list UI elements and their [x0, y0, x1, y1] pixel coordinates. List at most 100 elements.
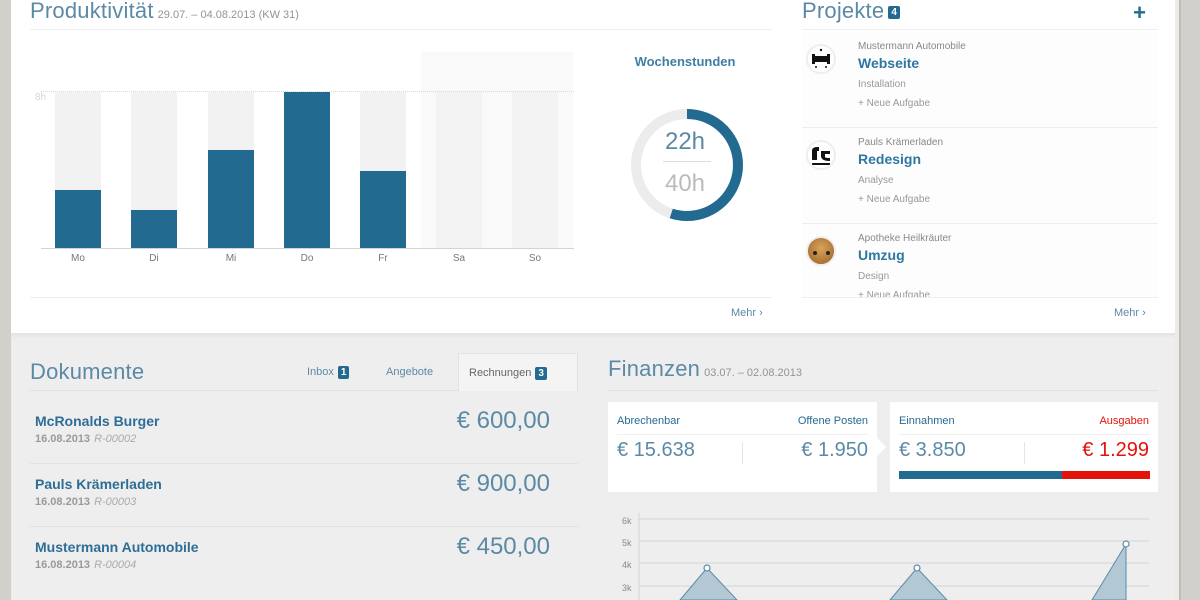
project-client: Mustermann Automobile — [858, 41, 966, 52]
svg-text:4k: 4k — [622, 560, 632, 570]
day-label: Mi — [225, 253, 237, 264]
document-row[interactable]: Pauls Krämerladen 16.08.2013 R-00003 € 90… — [30, 464, 578, 527]
bar-so[interactable] — [512, 92, 558, 248]
divider — [802, 297, 1158, 298]
x-axis — [41, 248, 574, 249]
bar-mo[interactable] — [55, 92, 101, 248]
finances-date-range: 03.07. – 02.08.2013 — [704, 367, 802, 379]
expense-label: Ausgaben — [1099, 415, 1149, 427]
project-phase: Analyse — [858, 175, 894, 186]
finances-header: Finanzen 03.07. – 02.08.2013 — [608, 356, 1158, 391]
document-date: 16.08.2013 R-00004 — [35, 559, 137, 571]
document-number: R-00004 — [94, 559, 137, 571]
client-logo — [806, 236, 836, 266]
tab-rechnungen[interactable]: Rechnungen 3 — [458, 353, 578, 391]
y-axis-label: 8h — [35, 92, 47, 103]
document-client[interactable]: Mustermann Automobile — [35, 539, 199, 555]
bar-di[interactable] — [131, 92, 177, 248]
income-expense-bar — [899, 471, 1150, 479]
expense-value: € 1.299 — [1082, 439, 1149, 461]
document-amount: € 600,00 — [456, 407, 550, 434]
income-bar-fill — [899, 471, 1063, 479]
tab-label: Rechnungen — [469, 367, 532, 379]
client-logo — [806, 44, 836, 74]
projects-count-badge: 4 — [888, 6, 900, 19]
projects-header: Projekte 4 + — [802, 0, 1158, 30]
svg-text:5k: 5k — [622, 538, 632, 548]
project-name[interactable]: Umzug — [858, 247, 905, 263]
scrollbar[interactable] — [1175, 0, 1200, 600]
bar-do[interactable] — [284, 92, 330, 248]
billable-value: € 15.638 — [617, 439, 695, 461]
weekly-hours-title: Wochenstunden — [634, 54, 736, 69]
inbox-count-badge: 1 — [337, 366, 350, 379]
tab-label: Inbox — [307, 366, 334, 378]
project-item[interactable]: Apotheke Heilkräuter Umzug Design + Neue… — [802, 224, 1158, 297]
project-name[interactable]: Webseite — [858, 55, 920, 71]
project-item[interactable]: Mustermann Automobile Webseite Installat… — [802, 32, 1158, 128]
tab-angebote[interactable]: Angebote — [376, 353, 443, 391]
open-items-label: Offene Posten — [797, 415, 868, 427]
finances-title: Finanzen — [608, 356, 701, 381]
productivity-header: Produktivität 29.07. – 04.08.2013 (KW 31) — [30, 0, 772, 30]
bar-mi[interactable] — [208, 92, 254, 248]
rechnungen-count-badge: 3 — [535, 367, 547, 380]
divider — [30, 297, 772, 298]
day-label: Fr — [378, 253, 388, 264]
income-expense-card: Einnahmen Ausgaben € 3.850 € 1.299 — [890, 402, 1158, 492]
weekly-hours-total: 40h — [664, 170, 706, 197]
add-project-button[interactable]: + — [1133, 0, 1146, 25]
document-client[interactable]: McRonalds Burger — [35, 413, 160, 429]
project-phase: Design — [858, 271, 890, 282]
client-logo — [806, 140, 836, 170]
documents-header: Dokumente Inbox 1 Angebote Rechnungen 3 — [30, 353, 578, 391]
project-item[interactable]: Pauls Krämerladen Redesign Analyse + Neu… — [802, 128, 1158, 224]
window-frame-left — [0, 0, 11, 600]
tab-inbox[interactable]: Inbox 1 — [297, 353, 359, 391]
svg-text:3k: 3k — [622, 583, 632, 593]
weekly-hours-donut — [631, 109, 743, 221]
project-phase: Installation — [858, 79, 906, 90]
document-amount: € 450,00 — [456, 533, 550, 560]
document-number: R-00003 — [94, 496, 137, 508]
finances-area-chart: 6k 5k 4k 3k — [622, 513, 1149, 600]
donut-divider — [663, 161, 711, 162]
projects-list: Mustermann Automobile Webseite Installat… — [802, 32, 1158, 297]
document-client[interactable]: Pauls Krämerladen — [35, 476, 162, 492]
document-row[interactable]: McRonalds Burger 16.08.2013 R-00002 € 600… — [30, 401, 578, 464]
bar-fr[interactable] — [360, 92, 406, 248]
eight-hour-gridline — [41, 91, 574, 92]
day-label: Di — [149, 253, 159, 264]
day-label: So — [528, 253, 542, 264]
new-task-link[interactable]: + Neue Aufgabe — [858, 290, 931, 297]
day-label: Do — [300, 253, 314, 264]
projects-more-link[interactable]: Mehr › — [1114, 307, 1146, 319]
day-label: Sa — [452, 253, 466, 264]
document-amount: € 900,00 — [456, 470, 550, 497]
billable-card: Abrechenbar Offene Posten € 15.638 € 1.9… — [608, 402, 877, 492]
day-label: Mo — [71, 253, 85, 264]
open-items-value: € 1.950 — [801, 439, 868, 461]
document-row[interactable]: Mustermann Automobile 16.08.2013 R-00004 … — [30, 527, 578, 590]
productivity-more-link[interactable]: Mehr › — [731, 307, 763, 319]
svg-text:6k: 6k — [622, 516, 632, 526]
document-date: 16.08.2013 R-00002 — [35, 433, 137, 445]
bar-sa[interactable] — [436, 92, 482, 248]
tab-label: Angebote — [386, 366, 434, 378]
billable-label: Abrechenbar — [617, 415, 680, 427]
arrow-indicator — [877, 438, 886, 456]
new-task-link[interactable]: + Neue Aufgabe — [858, 98, 931, 109]
projects-title: Projekte — [802, 0, 885, 23]
project-client: Pauls Krämerladen — [858, 137, 944, 148]
new-task-link[interactable]: + Neue Aufgabe — [858, 194, 931, 205]
document-number: R-00002 — [94, 433, 137, 445]
project-name[interactable]: Redesign — [858, 151, 922, 167]
productivity-date-range: 29.07. – 04.08.2013 (KW 31) — [157, 9, 299, 21]
income-label: Einnahmen — [899, 415, 955, 427]
project-client: Apotheke Heilkräuter — [858, 233, 952, 244]
document-date: 16.08.2013 R-00003 — [35, 496, 137, 508]
productivity-title: Produktivität — [30, 0, 154, 23]
documents-title: Dokumente — [30, 359, 145, 384]
weekly-hours-done: 22h — [664, 128, 706, 155]
income-value: € 3.850 — [899, 439, 966, 461]
